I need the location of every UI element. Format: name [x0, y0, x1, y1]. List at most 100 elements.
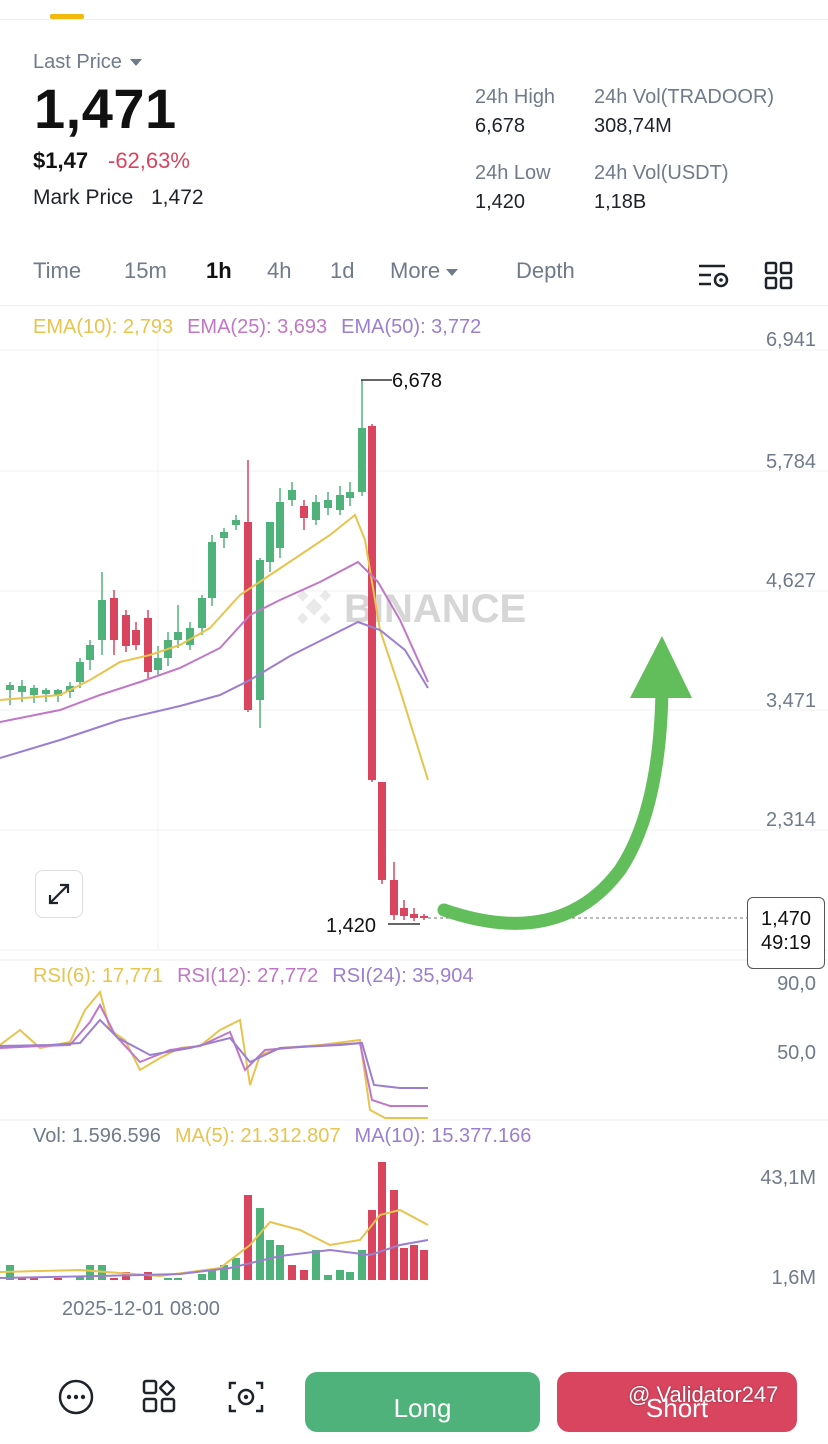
vol-token-value: 308,74M [594, 115, 672, 137]
layout-grid-icon[interactable] [764, 261, 794, 291]
volume-bar [300, 1270, 308, 1280]
tab-more[interactable]: More [390, 258, 459, 284]
tab-1d[interactable]: 1d [330, 258, 355, 283]
ema25-label: EMA(25): 3,693 [187, 316, 328, 338]
vol-ma5-label: MA(5): 21.312.807 [174, 1125, 341, 1147]
volume-bar [232, 1258, 240, 1280]
volume-bar [276, 1245, 284, 1280]
candle [208, 542, 216, 598]
rsi-axis-label: 90,0 [777, 973, 816, 995]
credit-watermark: @ Validator247 [628, 1382, 779, 1407]
vol-usdt-label: 24h Vol(USDT) [594, 162, 729, 184]
price-axis-label: 3,471 [765, 690, 816, 712]
volume-bar [346, 1272, 354, 1280]
current-price: 1,470 [760, 908, 812, 930]
vol-axis-label: 43,1M [760, 1167, 816, 1189]
candle [420, 916, 428, 918]
volume-bar [198, 1274, 206, 1280]
volume-bar [164, 1278, 172, 1280]
candle [76, 662, 84, 682]
more-options-icon[interactable] [56, 1377, 96, 1417]
rsi-axis-label: 50,0 [777, 1042, 816, 1064]
long-button[interactable]: Long [305, 1372, 540, 1432]
volume-legend: Vol: 1.596.596 MA(5): 21.312.807 MA(10): 1… [33, 1125, 531, 1148]
candle [54, 690, 62, 696]
active-tab-indicator [50, 14, 84, 19]
candle [400, 908, 408, 916]
price-axis-label: 4,627 [765, 570, 816, 592]
change-percent: -62,63% [108, 148, 190, 173]
tab-time[interactable]: Time [33, 258, 82, 283]
candle [98, 600, 106, 640]
volume-bar [312, 1250, 320, 1280]
arrow-head [630, 636, 692, 698]
ema-legend: EMA(10): 2,793 EMA(25): 3,693 EMA(50): 3,7… [33, 316, 481, 339]
candle [378, 782, 386, 880]
tab-1h[interactable]: 1h [206, 258, 232, 283]
volume-bar [378, 1162, 386, 1280]
volume-bar [208, 1270, 216, 1280]
candle [186, 628, 194, 645]
rsi12-label: RSI(12): 27,772 [177, 965, 319, 987]
candle [18, 686, 26, 692]
fullscreen-button[interactable] [35, 870, 83, 918]
volume-bar [256, 1208, 264, 1280]
rsi24-line [0, 1018, 428, 1089]
rsi12-line [0, 1002, 428, 1107]
vol-label: Vol: 1.596.596 [33, 1125, 161, 1147]
volume-bar [288, 1265, 296, 1280]
candle [232, 520, 240, 525]
high-marker-label: 6,678 [392, 370, 442, 392]
candle [346, 492, 354, 498]
current-price-tag: 1,470 49:19 [747, 897, 825, 969]
volume-bar [110, 1278, 118, 1280]
volume-bar [390, 1190, 398, 1280]
last-price-selector[interactable]: Last Price [33, 51, 142, 74]
volume-bar [410, 1245, 418, 1280]
vol-axis-label: 1,6M [771, 1267, 816, 1289]
caret-down-icon [446, 268, 459, 276]
candle [324, 500, 332, 508]
low-marker-label: 1,420 [326, 915, 376, 937]
candle [30, 688, 38, 695]
candle [390, 880, 398, 915]
tab-4h[interactable]: 4h [267, 258, 292, 283]
candle [198, 598, 206, 628]
indicator-settings-icon[interactable] [697, 260, 731, 290]
high-24h-label: 24h High [475, 86, 556, 108]
tab-more-label: More [390, 258, 441, 283]
vol-ma10-label: MA(10): 15.377.166 [354, 1125, 532, 1147]
ema50-line [0, 620, 429, 759]
vol-token-label: 24h Vol(TRADOOR) [594, 86, 775, 108]
candle [358, 428, 366, 492]
rsi24-label: RSI(24): 35,904 [332, 965, 474, 987]
candle [410, 914, 418, 918]
candle [6, 685, 14, 690]
short-button[interactable]: Short [557, 1372, 797, 1432]
low-24h-value: 1,420 [475, 191, 526, 213]
rsi-legend: RSI(6): 17,771 RSI(12): 27,772 RSI(24): 35… [33, 965, 473, 988]
candle [336, 495, 344, 510]
mark-price-value: 1,472 [151, 186, 204, 209]
screenshot-icon[interactable] [226, 1377, 266, 1417]
rsi6-label: RSI(6): 17,771 [33, 965, 164, 987]
candlestick-chart[interactable]: BINANCE 6,678 1,420 [0, 310, 828, 1280]
apps-icon[interactable] [140, 1377, 180, 1417]
candle [86, 645, 94, 660]
candle [256, 560, 264, 700]
candle [368, 426, 376, 780]
last-price-label: Last Price [33, 51, 122, 73]
vol-usdt-value: 1,18B [594, 191, 647, 213]
volume-bar [324, 1275, 332, 1280]
expand-icon [48, 883, 70, 905]
candle [220, 532, 228, 538]
ema50-label: EMA(50): 3,772 [341, 316, 482, 338]
volume-bar [54, 1278, 62, 1280]
arrow-shaft [437, 683, 669, 930]
binance-watermark [297, 590, 331, 624]
volume-bar [76, 1276, 84, 1280]
volume-bars [0, 1162, 429, 1280]
tab-15m[interactable]: 15m [124, 258, 167, 283]
tab-depth[interactable]: Depth [516, 258, 575, 283]
candle [276, 502, 284, 548]
